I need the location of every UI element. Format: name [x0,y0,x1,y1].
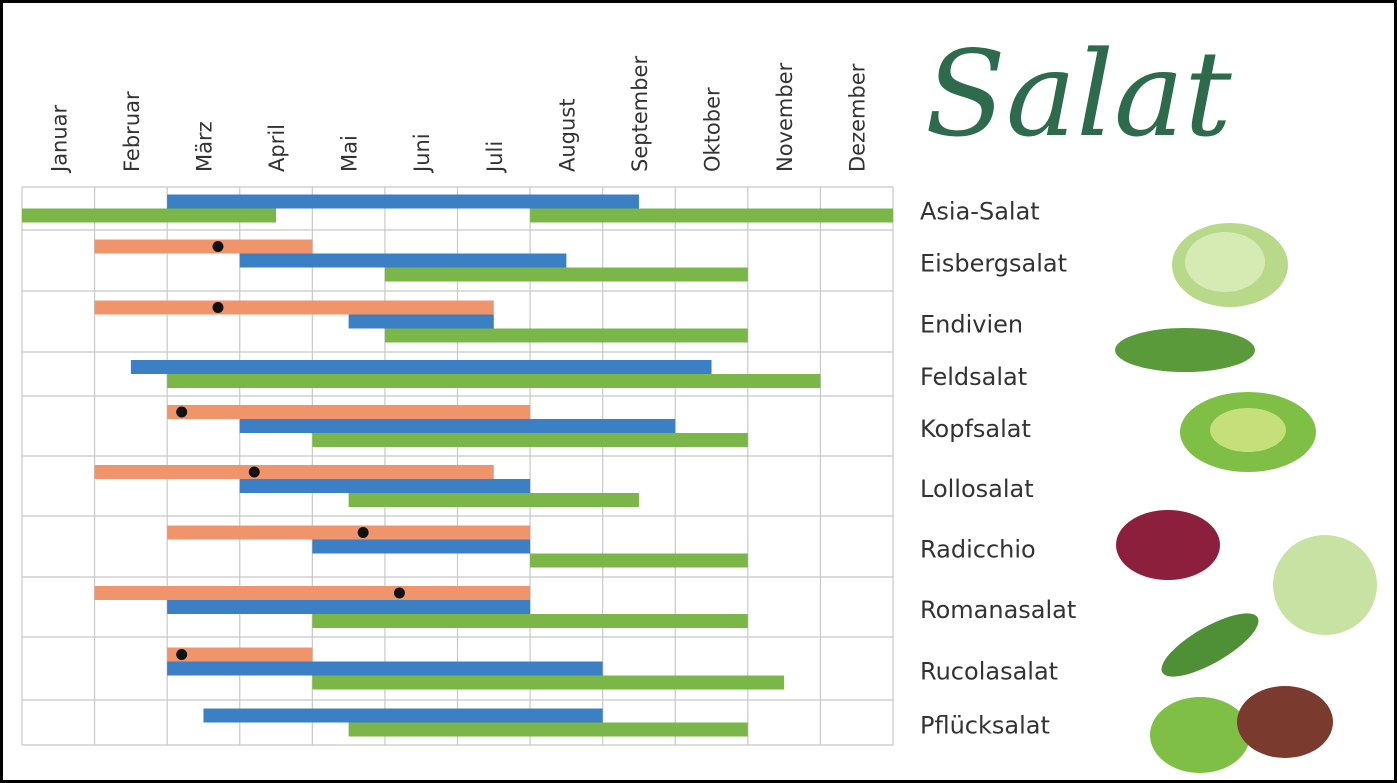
month-label: Oktober [701,87,725,172]
bar [349,315,494,329]
bar [530,554,748,568]
dot [176,649,187,660]
bar [167,374,820,388]
dot [176,407,187,418]
row-label: Asia-Salat [920,198,1040,226]
bar [95,301,494,315]
bar [349,493,639,507]
bar [312,676,784,690]
row-label: Rucolasalat [920,658,1058,686]
bar [95,465,494,479]
row-label: Kopfsalat [920,415,1031,443]
bar [167,662,603,676]
bar [240,254,567,268]
row-label: Pflücksalat [920,712,1050,740]
bar [167,526,530,540]
field-lettuce [1115,328,1255,372]
row-label: Endivien [920,311,1023,339]
month-label: August [555,99,579,173]
bar [167,195,639,209]
dot [358,527,369,538]
bar [385,329,748,343]
month-label: Mai [338,135,362,172]
dot [394,588,405,599]
bar [240,479,530,493]
bar [312,540,530,554]
month-label: Januar [47,104,71,174]
bar [385,268,748,282]
page: {"chart_data": { "type": "gantt", "title… [0,0,1397,783]
bar [131,360,712,374]
radicchio [1116,510,1220,580]
chart: Salat Januar Februar März April Mai Juni Juli A… [0,0,1397,783]
dot [249,467,260,478]
bar [95,586,530,600]
row-label: Eisbergsalat [920,250,1067,278]
row-label: Radicchio [920,536,1036,564]
row-label: Romanasalat [920,596,1076,624]
bar [530,209,893,223]
month-label: September [628,56,652,172]
head-lettuce-inner [1210,408,1286,452]
chart-title: Salat [925,25,1232,163]
romana [1273,535,1377,635]
month-label: Juni [410,133,434,174]
bar [167,405,530,419]
month-label: November [773,62,797,172]
bar [240,419,676,433]
bar [167,648,312,662]
month-label: Dezember [846,63,870,172]
iceberg-inner [1185,232,1265,292]
month-label: Februar [120,91,144,172]
bar [349,723,748,737]
bar [167,600,530,614]
bar [22,209,276,223]
pick-lettuce-red [1237,686,1333,758]
bar [95,240,313,254]
dot [212,302,223,313]
bar [203,709,602,723]
row-label: Lollosalat [920,475,1034,503]
pick-lettuce-green [1150,697,1250,773]
month-label: März [192,121,216,172]
month-label: Juli [483,141,507,174]
dot [212,241,223,252]
bar [312,433,748,447]
month-label: April [265,124,289,172]
row-label: Feldsalat [920,363,1027,391]
bar [312,614,748,628]
